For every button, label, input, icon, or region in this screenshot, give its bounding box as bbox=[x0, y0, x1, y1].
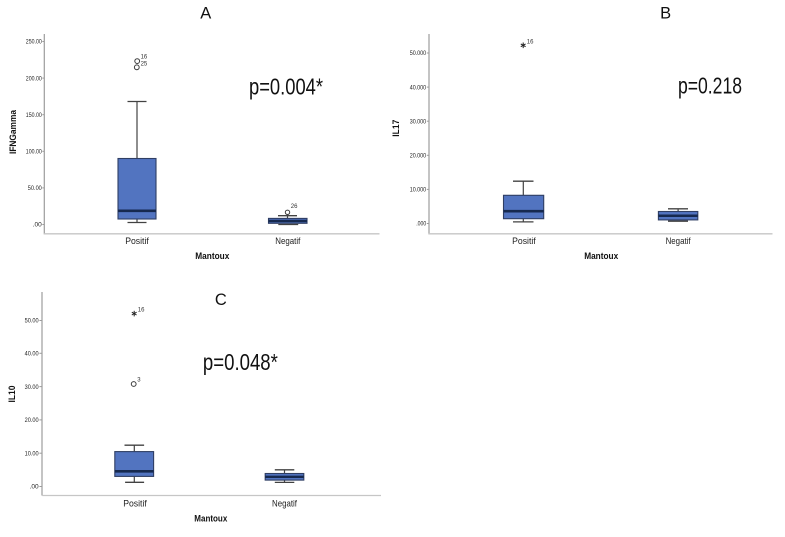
svg-text:.00: .00 bbox=[33, 222, 42, 229]
svg-text:.00: .00 bbox=[30, 484, 39, 491]
svg-text:C: C bbox=[215, 291, 227, 309]
svg-text:100.00: 100.00 bbox=[26, 149, 42, 156]
svg-text:Positif: Positif bbox=[123, 498, 147, 509]
svg-text:50.00: 50.00 bbox=[28, 185, 42, 192]
svg-text:16: 16 bbox=[141, 54, 148, 60]
svg-text:150.00: 150.00 bbox=[26, 112, 42, 119]
svg-text:Mantoux: Mantoux bbox=[584, 251, 618, 261]
svg-text:25: 25 bbox=[141, 61, 148, 67]
svg-text:10.00: 10.00 bbox=[25, 450, 39, 457]
svg-text:16: 16 bbox=[527, 39, 534, 45]
svg-text:50.00: 50.00 bbox=[25, 318, 39, 325]
svg-text:10.000: 10.000 bbox=[410, 187, 427, 194]
svg-text:3: 3 bbox=[137, 378, 141, 384]
svg-text:40.000: 40.000 bbox=[410, 84, 427, 91]
svg-text:.000: .000 bbox=[416, 221, 426, 228]
svg-text:Mantoux: Mantoux bbox=[194, 514, 227, 524]
svg-text:B: B bbox=[660, 4, 671, 22]
svg-text:30.000: 30.000 bbox=[410, 118, 427, 125]
svg-text:IL17: IL17 bbox=[391, 120, 401, 137]
svg-text:Negatif: Negatif bbox=[275, 236, 300, 247]
svg-text:26: 26 bbox=[291, 204, 298, 210]
svg-text:p=0.048*: p=0.048* bbox=[203, 349, 278, 375]
svg-text:IL10: IL10 bbox=[7, 386, 17, 403]
svg-text:40.00: 40.00 bbox=[25, 351, 39, 358]
svg-text:250.00: 250.00 bbox=[26, 39, 42, 46]
svg-text:Mantoux: Mantoux bbox=[195, 251, 229, 261]
svg-text:20.00: 20.00 bbox=[25, 417, 39, 424]
svg-text:16: 16 bbox=[138, 308, 145, 314]
svg-text:20.000: 20.000 bbox=[410, 153, 427, 160]
svg-text:Positif: Positif bbox=[512, 236, 536, 247]
svg-text:50.000: 50.000 bbox=[410, 50, 427, 57]
svg-text:p=0.218: p=0.218 bbox=[678, 73, 742, 99]
svg-text:IFNGamma: IFNGamma bbox=[8, 109, 18, 154]
svg-text:A: A bbox=[200, 5, 211, 23]
svg-text:Negatif: Negatif bbox=[666, 236, 691, 247]
svg-text:200.00: 200.00 bbox=[26, 75, 42, 82]
svg-text:Negatif: Negatif bbox=[272, 498, 297, 509]
svg-text:Positif: Positif bbox=[125, 236, 149, 247]
svg-text:30.00: 30.00 bbox=[25, 384, 39, 391]
svg-text:p=0.004*: p=0.004* bbox=[249, 74, 323, 100]
